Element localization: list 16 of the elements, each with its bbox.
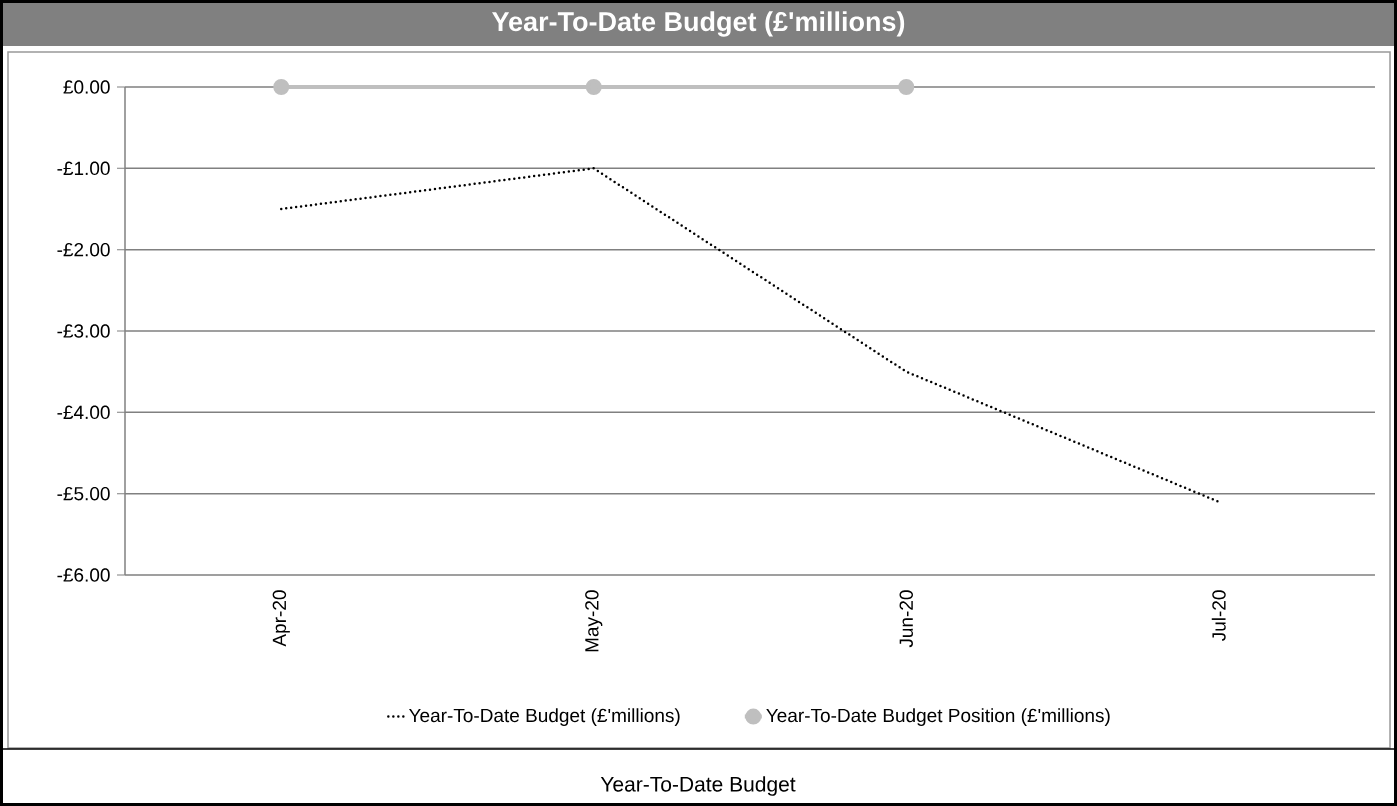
chart-title: Year-To-Date Budget (£'millions) xyxy=(491,11,905,37)
x-tick-label: Jul-20 xyxy=(1211,590,1226,641)
y-tick-label: -£6.00 xyxy=(57,568,110,582)
text: Year-To-Date Budget xyxy=(600,776,796,796)
x-tick-label: May-20 xyxy=(585,590,603,652)
y-tick-label: -£2.00 xyxy=(57,242,110,257)
legend-label: Year-To-Date Budget (£'millions) xyxy=(409,708,680,726)
line-series xyxy=(280,167,1220,504)
y-tick-label: -£5.00 xyxy=(57,486,110,501)
x-tick-label: Jun-20 xyxy=(899,590,913,648)
x-tick-label: Apr-20 xyxy=(272,590,290,647)
y-tick-label: £0.00 xyxy=(63,80,110,94)
y-tick-label: -£4.00 xyxy=(57,405,110,420)
y-tick-label: -£1.00 xyxy=(57,161,110,176)
y-tick-label: -£3.00 xyxy=(57,324,110,338)
legend-label: Year-To-Date Budget Position (£'millions) xyxy=(766,708,1110,726)
